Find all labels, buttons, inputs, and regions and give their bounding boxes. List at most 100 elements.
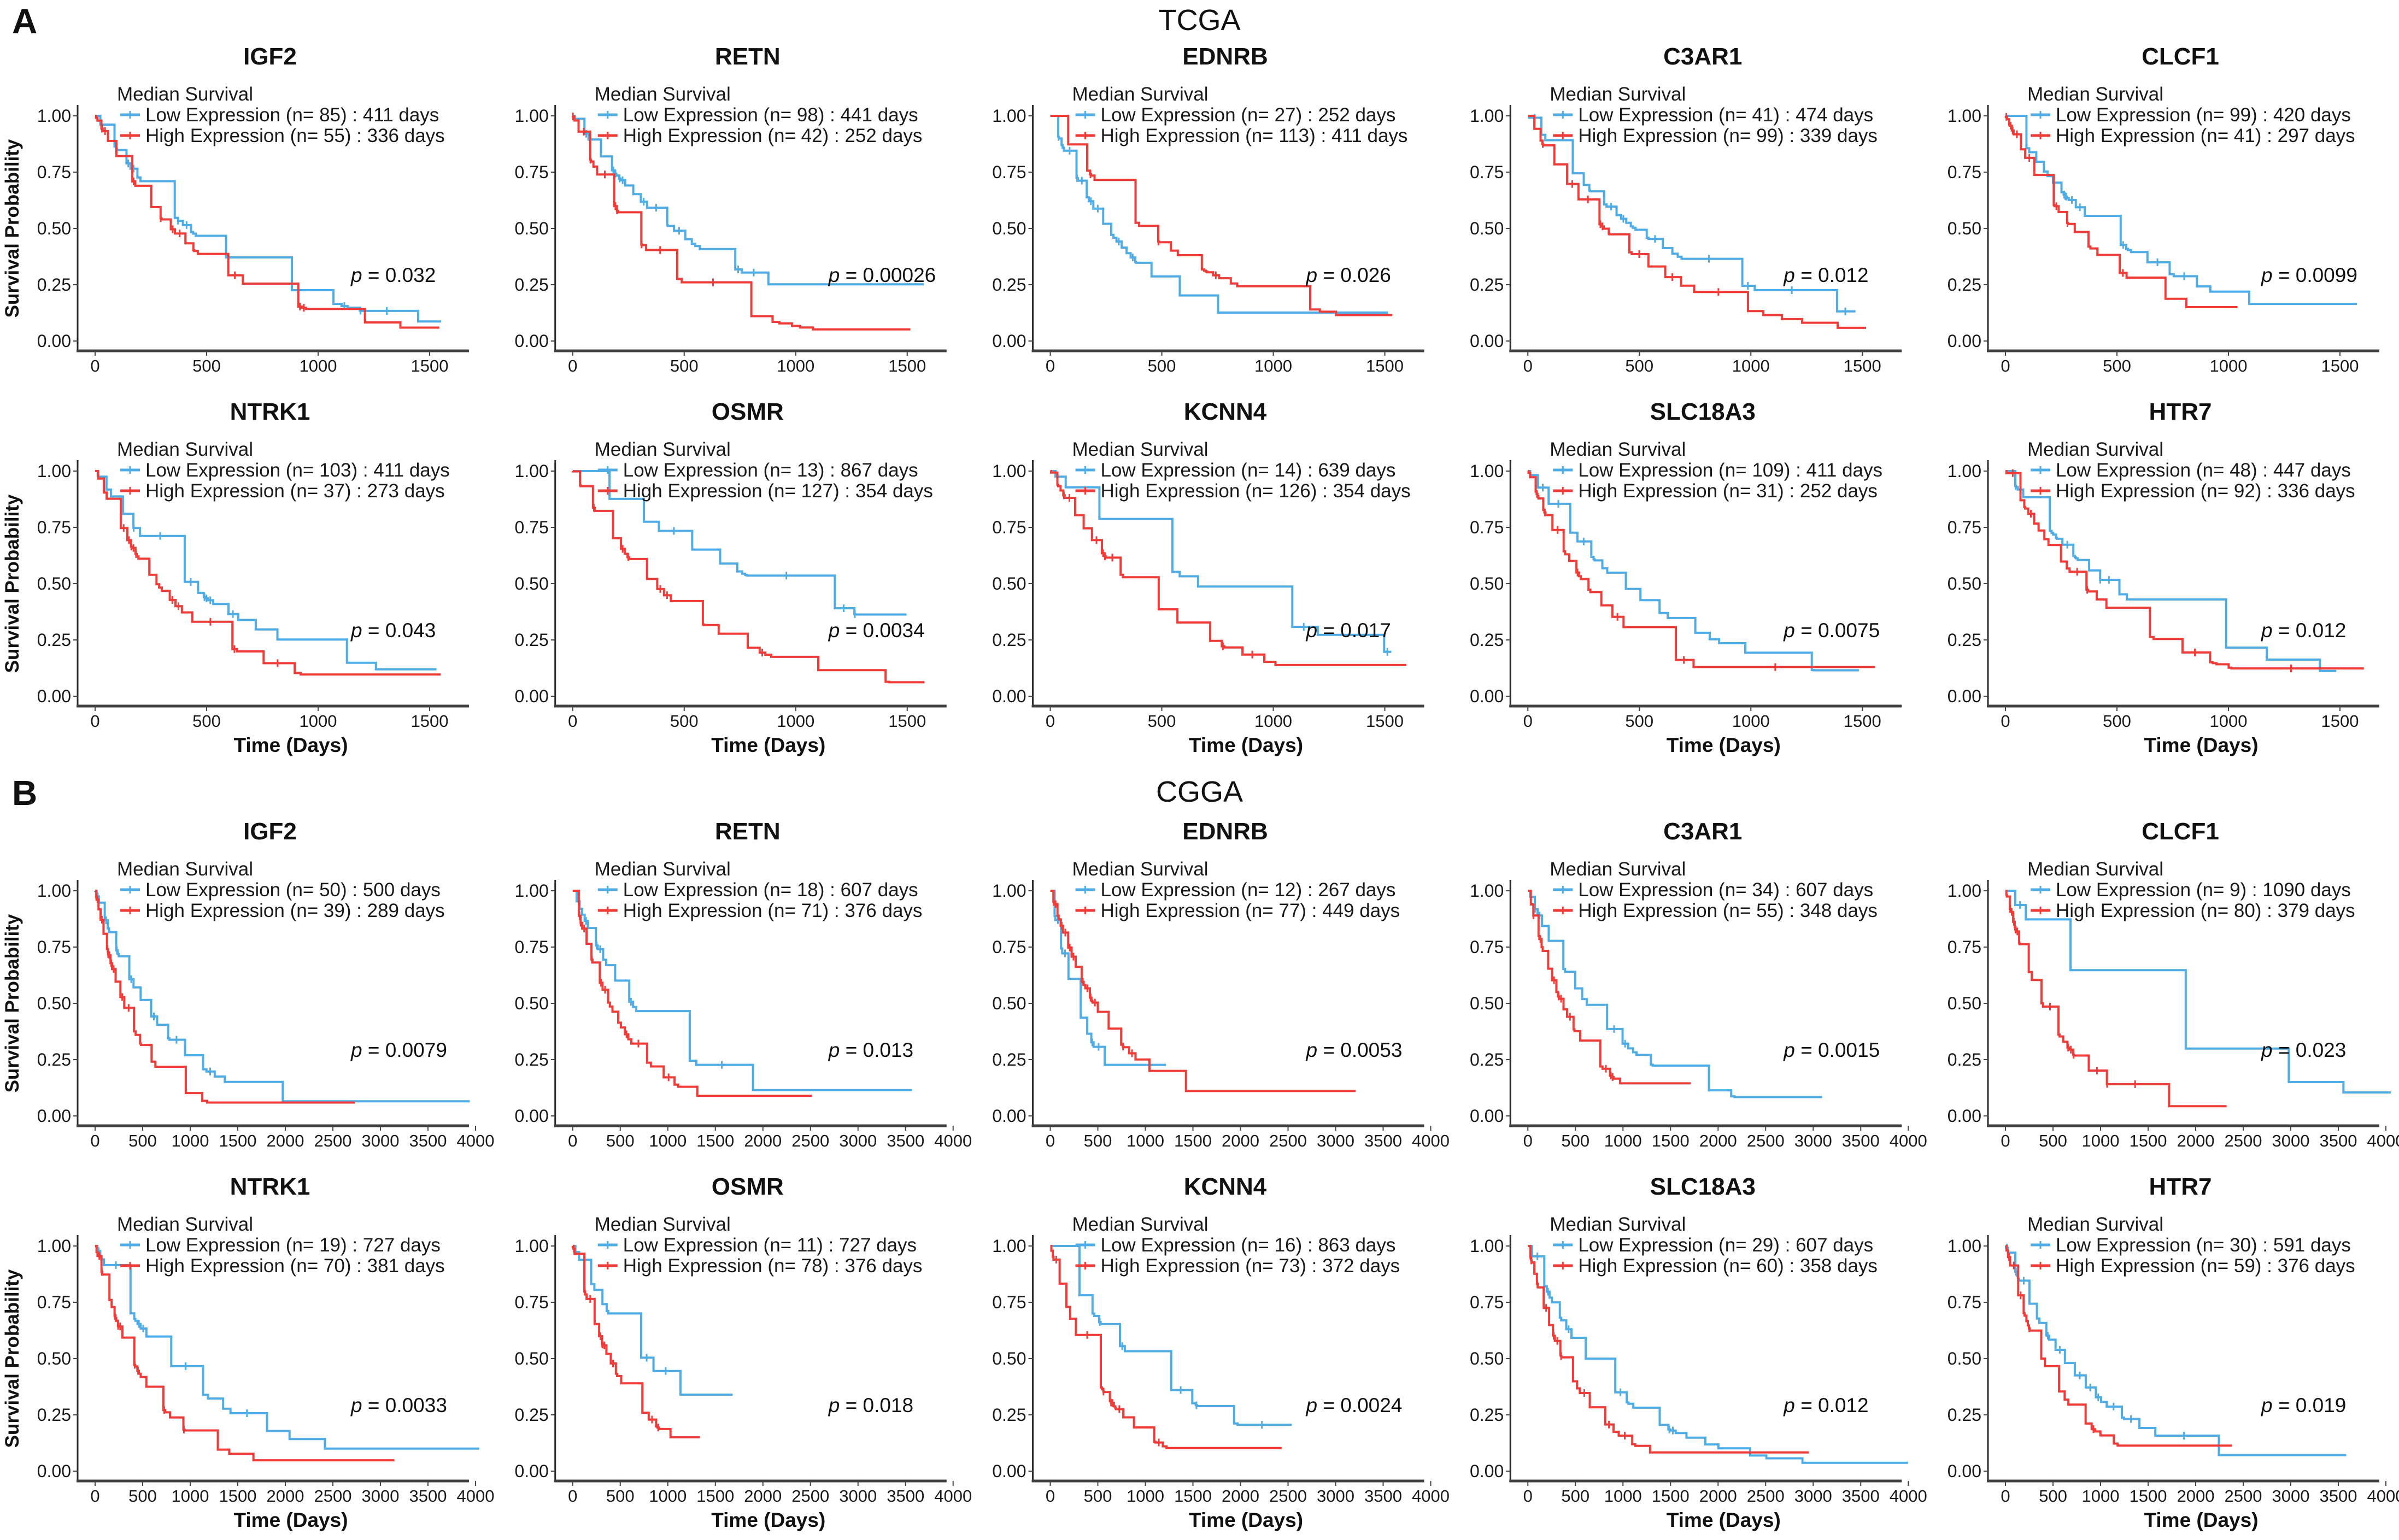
legend-item-low: Low Expression (n= 12) : 267 days bbox=[1101, 879, 1396, 901]
p-value: p = 0.013 bbox=[828, 1039, 913, 1061]
y-tick-label: 0.25 bbox=[514, 275, 548, 295]
legend-title: Median Survival bbox=[117, 859, 253, 880]
panel-b-cohort-title: CGGA bbox=[1155, 775, 1244, 808]
plot-title: IGF2 bbox=[243, 818, 297, 845]
x-tick-label: 2500 bbox=[314, 1486, 352, 1506]
km-curve bbox=[94, 890, 470, 1103]
x-tick-label: 1000 bbox=[777, 356, 814, 375]
x-tick-label: 0 bbox=[568, 1486, 577, 1506]
x-tick-label: 2500 bbox=[2225, 1486, 2262, 1506]
km-curve bbox=[95, 1245, 395, 1462]
y-tick-label: 0.00 bbox=[992, 331, 1026, 351]
plot-title: KCNN4 bbox=[1184, 1173, 1267, 1200]
legend-item-high: High Expression (n= 92) : 336 days bbox=[2056, 480, 2355, 502]
x-tick-label: 0 bbox=[1046, 712, 1055, 731]
y-tick-label: 0.25 bbox=[992, 1405, 1026, 1425]
x-tick-label: 1000 bbox=[1127, 1486, 1164, 1506]
y-tick-label: 0.00 bbox=[37, 331, 71, 351]
legend-title: Median Survival bbox=[2027, 859, 2163, 880]
y-axis-title: Survival Probability bbox=[2, 494, 23, 673]
x-tick-label: 3000 bbox=[1317, 1486, 1354, 1506]
x-tick-label: 4000 bbox=[934, 1131, 972, 1150]
panel-a-plot-rows: IGF2 1.00 0.75 0.50 0.25 0.00 0 500 1000 1500 Surv… bbox=[0, 36, 2399, 765]
p-value: p = 0.00026 bbox=[828, 264, 936, 286]
p-value: p = 0.032 bbox=[350, 264, 436, 286]
p-value: p = 0.012 bbox=[1783, 1394, 1868, 1416]
x-tick-label: 1000 bbox=[649, 1131, 687, 1150]
plot-row-CGGA: IGF2 1.00 0.75 0.50 0.25 0.00 0 500 1000 1500 2000… bbox=[2, 818, 2399, 1150]
plot-title: OSMR bbox=[712, 1173, 784, 1200]
x-tick-label: 1000 bbox=[1604, 1131, 1642, 1150]
y-tick-label: 0.75 bbox=[1948, 1292, 1981, 1312]
x-tick-label: 4000 bbox=[2367, 1131, 2399, 1150]
x-tick-label: 1000 bbox=[172, 1486, 209, 1506]
x-tick-label: 0 bbox=[2001, 712, 2010, 731]
legend-item-low: Low Expression (n= 27) : 252 days bbox=[1101, 104, 1396, 126]
x-tick-label: 1000 bbox=[777, 712, 814, 731]
y-tick-label: 0.00 bbox=[37, 1461, 71, 1481]
y-tick-label: 0.25 bbox=[1470, 1050, 1504, 1069]
p-value: p = 0.0079 bbox=[350, 1039, 447, 1061]
x-tick-label: 2500 bbox=[1269, 1131, 1307, 1150]
legend-item-high: High Expression (n= 99) : 339 days bbox=[1578, 125, 1878, 146]
plot-title: NTRK1 bbox=[230, 398, 310, 425]
y-tick-label: 0.75 bbox=[1470, 937, 1504, 957]
p-value: p = 0.012 bbox=[2261, 619, 2346, 642]
x-tick-label: 1500 bbox=[1844, 356, 1881, 375]
x-axis-title: Time (Days) bbox=[2144, 734, 2258, 756]
x-tick-label: 1500 bbox=[1652, 1486, 1690, 1506]
legend-item-low: Low Expression (n= 41) : 474 days bbox=[1578, 104, 1873, 126]
legend-item-high: High Expression (n= 41) : 297 days bbox=[2056, 125, 2355, 146]
y-tick-label: 0.50 bbox=[992, 994, 1026, 1013]
x-tick-label: 0 bbox=[2001, 1486, 2010, 1506]
y-tick-label: 0.50 bbox=[992, 1349, 1026, 1368]
plot-title: SLC18A3 bbox=[1650, 398, 1756, 425]
x-axis-title: Time (Days) bbox=[233, 734, 348, 756]
p-value: p = 0.017 bbox=[1306, 619, 1391, 642]
y-tick-label: 0.75 bbox=[37, 1292, 71, 1312]
x-tick-label: 3000 bbox=[2272, 1486, 2310, 1506]
legend-item-high: High Expression (n= 77) : 449 days bbox=[1101, 900, 1400, 921]
legend-item-high: High Expression (n= 70) : 381 days bbox=[145, 1255, 445, 1277]
legend-title: Median Survival bbox=[1072, 439, 1209, 460]
y-tick-label: 0.75 bbox=[37, 162, 71, 182]
y-tick-label: 0.75 bbox=[992, 1292, 1026, 1312]
x-tick-label: 2500 bbox=[1747, 1131, 1785, 1150]
panel-b-plot-rows: IGF2 1.00 0.75 0.50 0.25 0.00 0 500 1000 1500 2000… bbox=[0, 811, 2399, 1540]
p-value: p = 0.043 bbox=[350, 619, 436, 642]
y-axis-title: Survival Probability bbox=[2, 139, 23, 318]
legend-item-low: Low Expression (n= 16) : 863 days bbox=[1101, 1235, 1396, 1256]
y-tick-label: 0.25 bbox=[37, 1405, 71, 1425]
km-curve bbox=[572, 1245, 733, 1396]
x-tick-label: 0 bbox=[568, 1131, 577, 1150]
x-tick-label: 1500 bbox=[1366, 356, 1404, 375]
x-tick-label: 1000 bbox=[300, 356, 337, 375]
x-tick-label: 1500 bbox=[888, 356, 926, 375]
y-tick-label: 0.50 bbox=[514, 1349, 548, 1368]
x-tick-label: 500 bbox=[128, 1486, 157, 1506]
legend-item-high: High Expression (n= 31) : 252 days bbox=[1578, 480, 1878, 502]
y-tick-label: 0.50 bbox=[1470, 574, 1504, 593]
y-tick-label: 0.50 bbox=[992, 574, 1026, 593]
x-tick-label: 500 bbox=[2103, 712, 2131, 731]
x-tick-label: 2000 bbox=[1699, 1486, 1737, 1506]
x-tick-label: 2000 bbox=[1222, 1486, 1259, 1506]
legend-item-high: High Expression (n= 78) : 376 days bbox=[623, 1255, 923, 1277]
y-tick-label: 0.00 bbox=[992, 1461, 1026, 1481]
x-tick-label: 1000 bbox=[1604, 1486, 1642, 1506]
x-tick-label: 4000 bbox=[457, 1486, 495, 1506]
km-curve bbox=[2004, 115, 2238, 308]
x-tick-label: 2000 bbox=[744, 1486, 782, 1506]
p-value: p = 0.018 bbox=[828, 1394, 913, 1416]
y-tick-label: 0.50 bbox=[37, 219, 71, 238]
plot-title: CLCF1 bbox=[2142, 43, 2219, 70]
y-tick-label: 1.00 bbox=[992, 461, 1026, 481]
x-tick-label: 500 bbox=[1148, 356, 1176, 375]
plot-title: HTR7 bbox=[2149, 1173, 2212, 1200]
km-plot-CGGA-EDNRB: EDNRB 1.00 0.75 0.50 0.25 0.00 0 500 1000 1500 200… bbox=[992, 818, 1450, 1150]
x-tick-label: 3500 bbox=[1842, 1131, 1880, 1150]
x-tick-label: 1000 bbox=[1732, 356, 1770, 375]
p-value: p = 0.0034 bbox=[828, 619, 925, 642]
y-tick-label: 0.75 bbox=[37, 518, 71, 537]
